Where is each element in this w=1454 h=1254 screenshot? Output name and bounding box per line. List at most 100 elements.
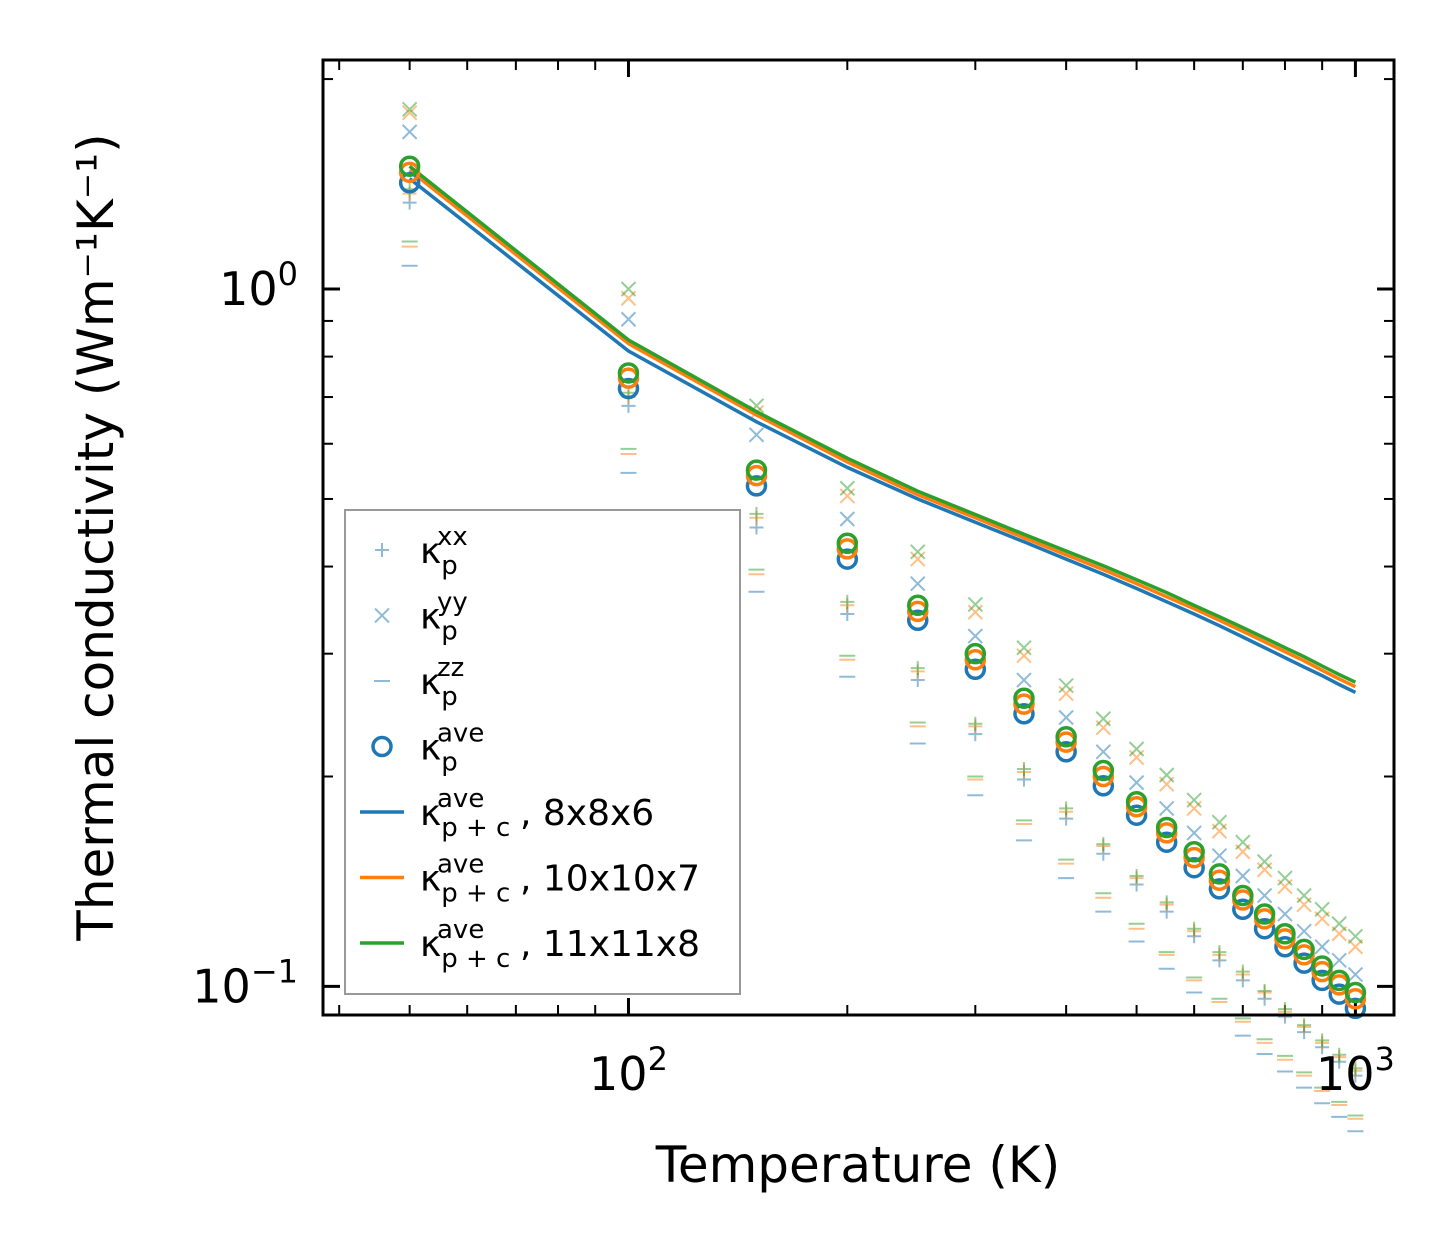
point-yy-orange xyxy=(967,604,984,620)
line-10x10x7 xyxy=(408,168,1357,689)
point-ave-green xyxy=(1328,969,1350,992)
point-ave-green xyxy=(836,532,859,554)
point-ave-green xyxy=(1232,884,1254,907)
y-axis-label: Thermal conductivity (Wm⁻¹K⁻¹) xyxy=(67,133,125,941)
legend-entry: κp + cave, 11x11x8 xyxy=(360,915,700,974)
point-yy-green xyxy=(1186,792,1202,808)
point-xx-green xyxy=(910,661,925,676)
point-ave-blue xyxy=(1183,856,1205,879)
point-yy-green xyxy=(1331,916,1347,932)
series-zz-green xyxy=(401,240,1364,1117)
point-ave-blue xyxy=(907,609,929,632)
point-yy-blue xyxy=(1296,923,1312,939)
point-ave-blue xyxy=(745,475,768,497)
point-yy-green xyxy=(967,596,984,613)
point-ave-blue xyxy=(836,548,859,570)
point-yy-green xyxy=(620,281,637,297)
point-yy-blue xyxy=(1235,868,1251,884)
legend-label: κp + cave, 10x10x7 xyxy=(420,850,700,909)
legend-label: κpzz xyxy=(420,653,464,712)
legend-marker-circle xyxy=(371,735,393,758)
point-yy-orange xyxy=(910,551,926,567)
legend-label: κp + cave, 11x11x8 xyxy=(420,915,700,974)
point-yy-green xyxy=(1095,711,1112,727)
point-yy-blue xyxy=(839,511,856,527)
point-yy-blue xyxy=(910,575,926,592)
point-xx-green xyxy=(968,716,983,731)
point-xx-green xyxy=(1212,945,1227,960)
point-ave-green xyxy=(1183,840,1205,863)
series-zz-blue xyxy=(401,264,1364,1133)
legend: κpxx κpyy κpzz κpave κp + cave, 8x8x6 κp + ca… xyxy=(344,509,741,995)
point-ave-green xyxy=(1013,687,1035,709)
point-yy-green xyxy=(1128,741,1145,757)
data-layer xyxy=(398,101,1367,1133)
point-ave-green xyxy=(1208,863,1231,885)
point-yy-blue xyxy=(1158,800,1175,817)
legend-entry: κpxx xyxy=(375,522,468,581)
point-xx-green xyxy=(1187,921,1202,936)
point-ave-green xyxy=(1253,903,1276,925)
tick-label-layer: 102 103 100 10−1 xyxy=(192,255,1395,1101)
x-tick-label: 103 xyxy=(1316,1040,1395,1101)
tick-layer xyxy=(323,60,1394,1015)
point-yy-orange xyxy=(839,488,856,504)
point-ave-orange xyxy=(964,649,987,671)
point-ave-orange xyxy=(1344,988,1367,1010)
legend-marker-plus xyxy=(375,543,389,557)
series-11x11x8-green xyxy=(408,164,1357,684)
series-zz-orange xyxy=(401,245,1364,1120)
point-ave-green xyxy=(907,594,929,617)
point-ave-green xyxy=(1344,981,1367,1004)
point-yy-blue xyxy=(1347,966,1364,983)
point-ave-green xyxy=(1155,816,1178,839)
point-ave-blue xyxy=(617,377,640,400)
series-8x8x6-blue xyxy=(408,177,1357,694)
point-yy-green xyxy=(839,480,856,496)
point-yy-blue xyxy=(1331,952,1347,969)
point-ave-green xyxy=(1125,790,1148,813)
point-ave-blue xyxy=(1208,878,1231,900)
point-yy-green xyxy=(1235,834,1251,850)
point-yy-green xyxy=(1211,814,1228,830)
point-xx-green xyxy=(1332,1047,1347,1062)
point-yy-green xyxy=(910,544,926,560)
line-11x11x8 xyxy=(408,164,1357,684)
point-xx-green xyxy=(1096,837,1111,852)
point-ave-green xyxy=(1092,759,1115,782)
point-yy-blue xyxy=(967,628,984,644)
point-xx-green xyxy=(1348,1061,1363,1076)
y-tick-label: 10−1 xyxy=(192,952,298,1013)
point-ave-blue xyxy=(1055,741,1077,763)
point-yy-green xyxy=(1158,767,1175,783)
point-ave-orange xyxy=(907,600,929,623)
point-yy-blue xyxy=(1095,744,1112,760)
point-ave-blue xyxy=(1253,917,1276,940)
point-ave-blue xyxy=(1232,898,1254,921)
point-yy-blue xyxy=(1186,825,1202,841)
legend-label: κpyy xyxy=(420,588,468,647)
point-yy-green xyxy=(1016,639,1032,656)
point-xx-green xyxy=(1129,868,1144,883)
series-yy-green xyxy=(401,101,1364,945)
point-yy-orange xyxy=(401,104,418,121)
point-ave-blue xyxy=(1125,804,1148,826)
y-tick-label: 100 xyxy=(219,255,298,316)
point-xx-green xyxy=(1235,964,1250,979)
point-yy-blue xyxy=(620,311,637,327)
point-ave-green xyxy=(1311,955,1333,977)
series-yy-blue xyxy=(401,124,1364,983)
point-ave-green xyxy=(745,459,768,481)
point-xx-green xyxy=(1315,1033,1330,1048)
point-ave-green xyxy=(617,362,640,384)
point-yy-blue xyxy=(1314,939,1330,955)
point-ave-orange xyxy=(1013,693,1035,715)
legend-label: κpave xyxy=(420,719,484,778)
point-xx-green xyxy=(1297,1018,1312,1033)
legend-marker-x xyxy=(374,607,390,624)
point-ave-blue xyxy=(1344,997,1367,1020)
point-ave-blue xyxy=(1092,774,1115,797)
point-yy-green xyxy=(1058,677,1074,694)
legend-label: κpxx xyxy=(420,522,468,581)
